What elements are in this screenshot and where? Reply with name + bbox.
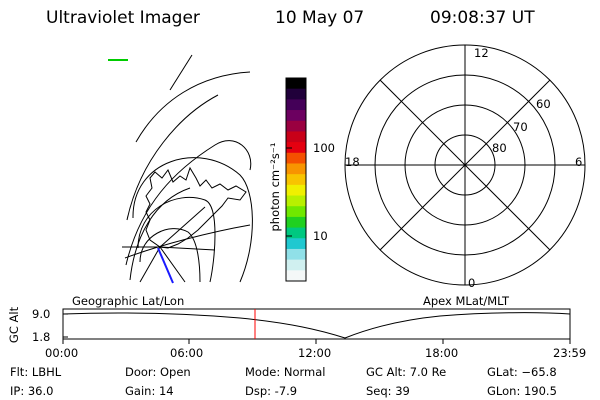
colorbar-band	[286, 142, 306, 154]
mlat-label-80: 80	[492, 141, 507, 155]
colorbar-unit-label: photon cm⁻²s⁻¹	[268, 142, 282, 232]
mode-value: Mode: Normal	[245, 365, 326, 379]
grid-line	[125, 140, 252, 266]
geographic-map	[108, 54, 253, 284]
colorbar	[286, 78, 306, 282]
colorbar-band	[286, 78, 306, 90]
instrument-title: Ultraviolet Imager	[46, 8, 200, 28]
xtick-label: 23:59	[553, 346, 587, 360]
colorbar-band	[286, 99, 306, 111]
mlt-label-0: 0	[468, 276, 476, 290]
polar-plot	[344, 44, 586, 286]
door-value: Door: Open	[125, 365, 191, 379]
altitude-curve	[62, 312, 571, 339]
time-label: 09:08:37 UT	[430, 8, 535, 28]
ip-value: IP: 36.0	[10, 384, 54, 398]
colorbar-band	[286, 184, 306, 197]
colorbar-frame	[285, 77, 307, 282]
mlt-label-12: 12	[474, 46, 489, 60]
colorbar-band	[286, 248, 306, 261]
mlt-meridian-diag	[379, 79, 551, 251]
altitude-plot	[62, 308, 571, 344]
latitude-circle	[139, 228, 201, 283]
colorbar-tick-label: 100	[313, 141, 335, 155]
dsp-value: Dsp: -7.9	[245, 384, 298, 398]
latitude-circle	[132, 157, 253, 283]
colorbar-band	[286, 238, 306, 250]
colorbar-band	[286, 206, 306, 218]
footprint-line	[157, 247, 174, 284]
grid-line	[126, 94, 219, 221]
meridian	[159, 206, 206, 248]
colorbar-band	[286, 110, 306, 122]
colorbar-band	[286, 270, 306, 282]
latitude-circle	[137, 196, 216, 283]
colorbar-band	[286, 120, 306, 132]
altitude-ytick-low: 1.8	[32, 330, 51, 344]
glat-value: GLat: −65.8	[487, 365, 557, 379]
colorbar-band	[286, 195, 306, 207]
grid-line	[169, 54, 193, 91]
colorbar-band	[286, 152, 306, 164]
mlt-label-6: 6	[575, 155, 583, 169]
mlt-label-18: 18	[345, 155, 360, 169]
colorbar-band	[286, 259, 306, 271]
xtick-label: 18:00	[425, 346, 459, 360]
altitude-ylabel: GC Alt	[7, 306, 21, 344]
xtick-label: 00:00	[45, 346, 79, 360]
date-label: 10 May 07	[275, 8, 365, 28]
coastline	[145, 166, 247, 249]
mlat-label-60: 60	[536, 97, 551, 111]
mlat-label-70: 70	[513, 120, 528, 134]
grid-line	[135, 71, 251, 143]
glon-value: GLon: 190.5	[487, 384, 557, 398]
colorbar-band	[286, 163, 306, 175]
meridian	[139, 246, 161, 283]
polar-panel-label: Apex MLat/MLT	[423, 294, 510, 308]
colorbar-band	[286, 131, 306, 143]
gc-alt-value: GC Alt: 7.0 Re	[366, 365, 447, 379]
colorbar-band	[286, 174, 306, 186]
colorbar-tick-label: 10	[313, 229, 328, 243]
gain-value: Gain: 14	[125, 384, 174, 398]
altitude-ytick-high: 9.0	[32, 307, 51, 321]
xtick-label: 12:00	[298, 346, 332, 360]
grid-line	[129, 187, 191, 281]
seq-value: Seq: 39	[366, 384, 410, 398]
colorbar-band	[286, 227, 306, 239]
map-panel-label: Geographic Lat/Lon	[72, 294, 185, 308]
xtick-label: 06:00	[170, 346, 204, 360]
meridian	[159, 246, 186, 283]
filter-value: Flt: LBHL	[10, 365, 62, 379]
colorbar-band	[286, 88, 306, 100]
colorbar-band	[286, 216, 306, 229]
